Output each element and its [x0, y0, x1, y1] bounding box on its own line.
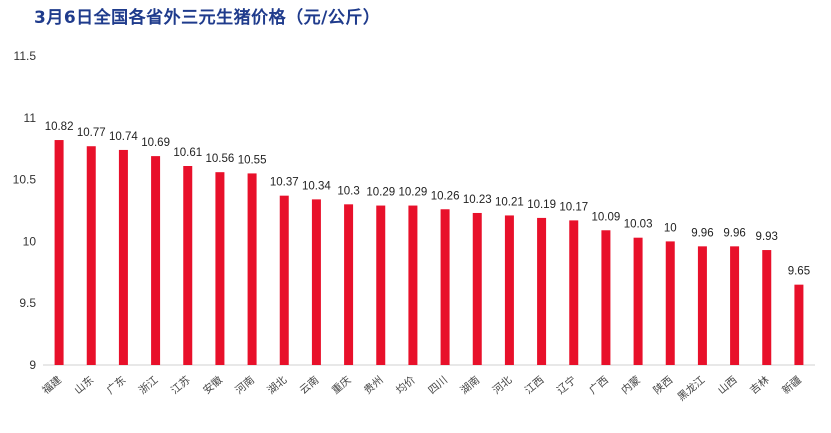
- bar: [794, 284, 804, 365]
- data-label: 10.17: [559, 201, 588, 213]
- data-label: 9.93: [756, 231, 778, 243]
- data-label: 10.74: [109, 131, 138, 143]
- data-label: 10.19: [527, 199, 556, 211]
- data-label: 10.56: [206, 153, 235, 165]
- x-tick-label: 山东: [72, 373, 96, 396]
- x-tick-label: 新疆: [779, 373, 804, 397]
- bar: [344, 204, 354, 365]
- data-label: 10.77: [77, 127, 106, 139]
- data-label: 10.55: [238, 154, 267, 166]
- data-label: 10.34: [302, 180, 331, 192]
- x-tick-label: 黑龙江: [675, 373, 708, 404]
- bar: [215, 172, 225, 365]
- y-tick-label: 9: [29, 358, 36, 372]
- bar: [730, 246, 740, 365]
- bar: [311, 199, 321, 365]
- bar: [504, 215, 514, 365]
- bar: [472, 212, 482, 365]
- data-label: 9.65: [788, 266, 810, 278]
- x-tick-label: 广西: [587, 374, 611, 397]
- y-tick-label: 9.5: [19, 296, 36, 310]
- bar: [408, 205, 418, 365]
- y-axis: 9 9.5 10 10.5 11 11.5: [13, 49, 37, 372]
- bar: [537, 217, 547, 365]
- x-tick-label: 湖北: [265, 374, 289, 397]
- data-label: 10.26: [431, 190, 460, 202]
- bar: [601, 230, 611, 365]
- bar: [633, 237, 643, 365]
- x-tick-label: 江西: [523, 374, 547, 397]
- x-tick-label: 辽宁: [554, 373, 578, 396]
- x-tick-label: 均价: [394, 374, 418, 397]
- y-tick-label: 10: [23, 234, 37, 248]
- x-tick-label: 河南: [233, 373, 257, 396]
- x-tick-label: 陕西: [651, 373, 675, 396]
- bar: [665, 241, 675, 365]
- x-tick-label: 福建: [40, 373, 65, 397]
- x-tick-label: 重庆: [329, 373, 354, 397]
- data-label: 10.29: [366, 187, 395, 199]
- bars: [54, 140, 804, 365]
- chart-title: 3月6日全国各省外三元生猪价格（元/公斤）: [34, 8, 381, 28]
- bar: [151, 156, 161, 365]
- x-tick-label: 河北: [491, 374, 515, 397]
- bar: [118, 149, 128, 365]
- data-label: 10.37: [270, 177, 299, 189]
- data-label: 10.69: [141, 137, 170, 149]
- bar: [54, 140, 64, 365]
- x-tick-label: 四川: [426, 374, 450, 397]
- y-tick-label: 11: [24, 111, 37, 125]
- x-tick-label: 江苏: [168, 373, 192, 396]
- data-label: 10.23: [463, 194, 492, 206]
- x-tick-label: 吉林: [747, 373, 772, 397]
- x-tick-label: 安徽: [200, 373, 225, 397]
- data-label: 10.3: [337, 185, 359, 197]
- data-label: 10.82: [45, 121, 74, 133]
- x-tick-label: 山西: [716, 374, 740, 397]
- x-tick-label: 内蒙: [619, 373, 643, 396]
- data-label: 10.29: [399, 187, 428, 199]
- bar: [440, 209, 450, 365]
- x-tick-label: 贵州: [361, 373, 385, 396]
- bar: [86, 146, 96, 365]
- data-label: 10.21: [495, 196, 524, 208]
- x-tick-label: 浙江: [137, 374, 161, 397]
- data-label: 10.09: [592, 211, 621, 223]
- data-label: 9.96: [723, 227, 745, 239]
- data-label: 10.61: [173, 147, 202, 159]
- x-tick-labels: 福建 山东 广东 浙江 江苏 安徽 河南 湖北 云南 重庆 贵州 均价 四川 湖南 河北 江西 辽宁 广西 内蒙 陕西…: [40, 373, 805, 404]
- x-tick-label: 云南: [297, 373, 321, 396]
- bar: [183, 166, 193, 365]
- bar: [247, 173, 257, 365]
- x-tick-label: 广东: [104, 373, 128, 396]
- bar: [569, 220, 579, 365]
- data-label: 10.03: [624, 219, 653, 231]
- y-tick-label: 11.5: [14, 49, 37, 63]
- bar: [279, 195, 289, 365]
- bar: [376, 205, 386, 365]
- bar: [762, 250, 772, 365]
- y-tick-label: 10.5: [13, 173, 37, 187]
- data-label: 10: [664, 222, 677, 234]
- bar: [697, 246, 707, 365]
- x-tick-label: 湖南: [458, 373, 482, 396]
- data-label: 9.96: [691, 227, 713, 239]
